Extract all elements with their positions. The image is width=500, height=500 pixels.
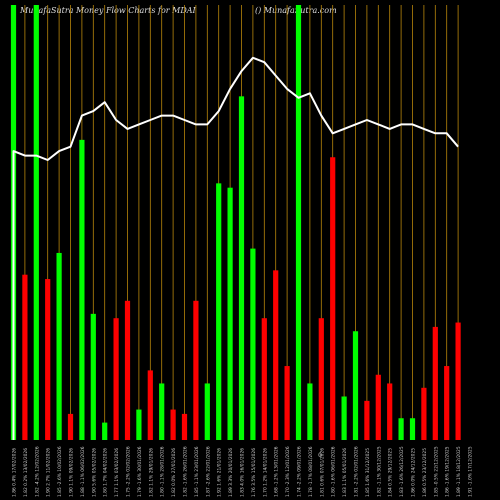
x-tick-label: 1.83 1.1% 05/01/2026 [342,448,348,497]
x-tick-label: 1.80 -1.6% 06/01/2026 [331,446,337,497]
x-tick-label: 1.83 4.0% 16/01/2026 [240,448,246,497]
volume-bar [261,318,267,440]
x-tick-label: 1.74 -2.2% 09/01/2026 [297,446,303,497]
volume-bar [238,96,245,440]
x-tick-label: 1.75 -2.2% 02/02/2026 [126,446,132,497]
x-tick-label: 1.81 -2.2% 02/01/2026 [354,446,360,497]
volume-bar [330,157,336,440]
x-tick-label: 1.81 0.6% 07/01/2026 [319,448,325,497]
x-tick-label: 1.83 -1.6% 26/12/2025 [399,446,405,497]
x-tick-label: 1.80 1.7% 04/02/2026 [103,448,109,497]
x-tick-label: 1.79 -1.6% 30/01/2026 [137,446,143,497]
x-tick-label: 1.70 -2.3% 12/01/2026 [285,446,291,497]
price-line-layer [12,56,459,440]
x-tick-label: 1.80 -1.1% 28/01/2026 [160,446,166,497]
volume-bar [113,318,119,440]
volume-bar [147,370,153,440]
volume-bar [90,313,96,440]
volume-bar [216,183,222,440]
x-tick-label: 1.86 -1.6% 19/12/2025 [445,446,451,497]
volume-bar [295,5,302,440]
volume-bar [193,300,199,440]
volume-bar [33,5,39,440]
x-tick-label: 1.89 -1.1% 18/12/2025 [456,446,462,497]
x-tick-label: 1.90 2.7% 11/02/2026 [46,448,52,497]
x-tick-label: 1.89 3.3% 20/01/2026 [228,448,234,497]
volume-bar [56,252,62,440]
volume-bar [387,383,393,440]
x-tick-label: 1.87 -2.6% 22/01/2026 [205,446,211,497]
volume-bar [45,279,51,440]
chart-title: MunafaSutra Money Flow Charts for MDAI [20,6,196,15]
volume-bar [421,387,427,440]
volume-bar [181,413,188,440]
x-tick-label: 1.85 1.6% 31/12/2025 [365,448,371,497]
x-tick-label: 1.82 -1.6% 26/01/2026 [183,446,189,497]
x-tick-label: 1.85 -0.5% 22/12/2025 [433,446,439,497]
volume-bar [227,187,233,440]
x-tick-label: 1.68 -1.2% 13/01/2026 [274,446,280,497]
x-tick-label: 1.84 0.5% 29/12/2025 [388,448,394,497]
x-tick-label: 1.82 0.2% 13/02/2026 [23,448,29,497]
x-tick-label: 1.92 1.6% 21/01/2026 [217,448,223,497]
x-tick-label: 1.77 1.1% 03/02/2026 [114,448,120,497]
x-tick-label: 1.90 1.1% 09/02/2026 [69,448,75,497]
volume-bar [273,270,279,440]
volume-bar [375,374,381,440]
volume-bar [444,366,450,440]
x-tick-label: 1.88 -1.1% 06/02/2026 [80,446,86,497]
x-tick-label: 1.91 -1.0% 17/12/2025 [468,446,474,497]
axis-mark: 0 [318,452,322,459]
site-watermark: () MunafaSutra.com [255,6,337,15]
volume-bar [432,326,438,440]
volume-bar [341,396,347,440]
x-tick-label: 1.82 -4.2% 12/02/2026 [34,446,40,497]
volume-bar [352,331,359,440]
x-tick-label: 1.82 -1.1% 30/12/2025 [376,446,382,497]
volume-bar [307,383,313,440]
x-tick-label: 1.82 0.0% 27/01/2026 [171,448,177,497]
volume-bar [398,418,404,440]
volume-bar [159,383,165,440]
volume-bar [284,366,290,440]
x-tick-label: 1.90 5.6% 05/02/2026 [91,448,97,497]
volume-bars [10,5,461,440]
x-tick-label: 1.76 3.5% 15/01/2026 [251,448,257,497]
x-tick-label: 1.78 -1.7% 08/01/2026 [308,446,314,497]
volume-bar [318,318,324,440]
x-tick-label: 1.82 1.1% 29/01/2026 [148,448,154,497]
volume-bar [204,383,210,440]
volume-bar [136,409,142,440]
x-tick-label: 1.70 1.2% 14/01/2026 [262,448,268,497]
volume-bar [22,274,28,440]
volume-bar [124,300,131,440]
volume-bar [170,409,176,440]
volume-bar [79,139,85,440]
volume-bar [67,413,74,440]
x-tick-label: 1.86 0.5% 23/12/2025 [422,448,428,497]
x-axis-labels: 1.86 0.4% 17/02/2026 1.82 0.2% 13/02/2026… [12,446,474,497]
volume-bar [102,422,108,440]
x-tick-label: 1.85 -2.6% 10/02/2026 [57,446,63,497]
x-tick-label: 1.86 0.4% 17/02/2026 [12,448,18,497]
volume-bar [250,248,256,440]
x-tick-label: 1.86 0.0% 24/12/2025 [411,448,417,497]
volume-bar [409,418,416,440]
x-tick-label: 1.85 -1.1% 23/01/2026 [194,446,200,497]
volume-bar [364,400,370,440]
price-line [12,56,459,440]
volume-bar [455,322,461,440]
